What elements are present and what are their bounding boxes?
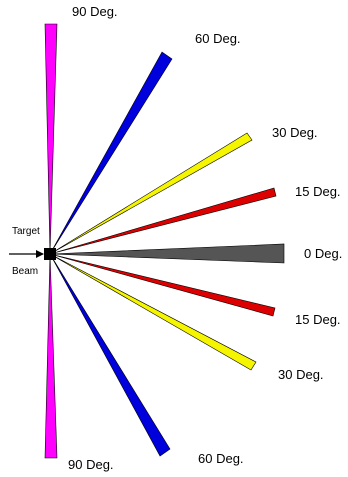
wedge-15-deg-upper xyxy=(49,187,277,255)
beam-label: Beam xyxy=(12,266,38,277)
label-90-deg-lower: 90 Deg. xyxy=(68,457,114,472)
wedge-30-deg-lower xyxy=(49,253,257,371)
target-square xyxy=(44,248,56,260)
wedge-60-deg-lower xyxy=(49,253,171,457)
label-15-deg-lower: 15 Deg. xyxy=(295,312,341,327)
wedge-0-deg xyxy=(49,243,285,264)
wedge-30-deg-upper xyxy=(49,132,253,255)
wedge-60-deg-upper xyxy=(49,51,173,255)
wedge-90-deg-lower xyxy=(44,253,58,459)
label-0-deg: 0 Deg. xyxy=(304,246,342,261)
wedge-90-deg-upper xyxy=(44,23,58,255)
label-15-deg-upper: 15 Deg. xyxy=(295,184,341,199)
wedge-15-deg-lower xyxy=(49,253,276,317)
target-label: Target xyxy=(12,226,40,237)
label-60-deg-upper: 60 Deg. xyxy=(195,31,241,46)
label-60-deg-lower: 60 Deg. xyxy=(198,451,244,466)
label-30-deg-lower: 30 Deg. xyxy=(278,367,324,382)
label-90-deg-upper: 90 Deg. xyxy=(72,4,118,19)
label-30-deg-upper: 30 Deg. xyxy=(272,125,318,140)
